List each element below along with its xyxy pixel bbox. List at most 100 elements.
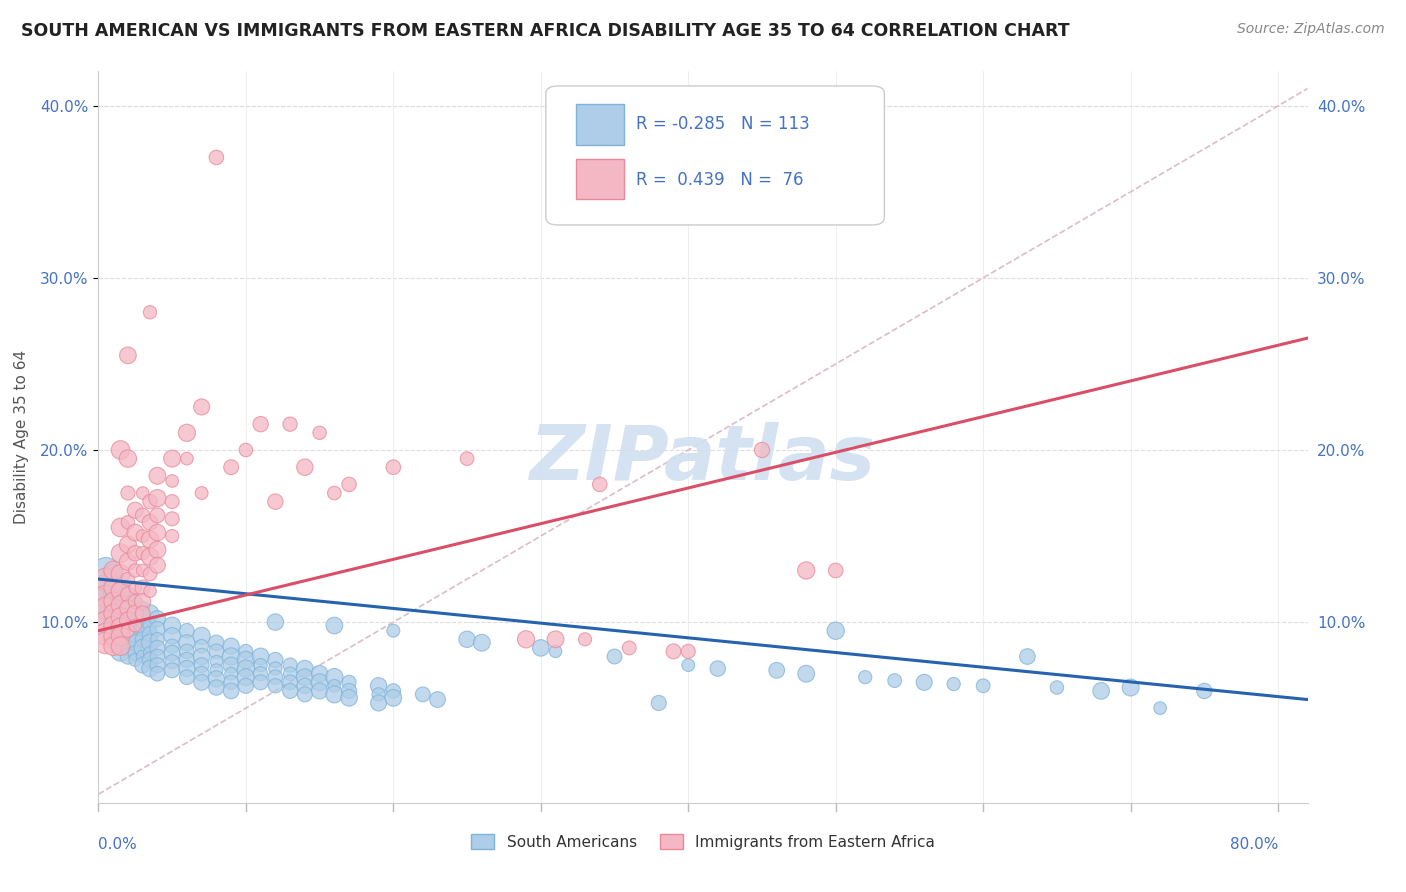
Point xyxy=(323,679,346,693)
Point xyxy=(367,687,389,701)
FancyBboxPatch shape xyxy=(576,159,624,200)
Point xyxy=(110,442,132,457)
Point xyxy=(1017,649,1039,664)
Point xyxy=(117,451,139,466)
Point xyxy=(124,503,146,517)
Point xyxy=(110,618,132,632)
Point xyxy=(264,662,287,676)
Point xyxy=(160,451,183,466)
Point xyxy=(294,460,316,475)
Point xyxy=(139,584,162,599)
Point xyxy=(176,425,198,440)
Point xyxy=(110,639,132,653)
Point xyxy=(146,649,169,664)
Point xyxy=(131,612,153,626)
Point xyxy=(278,666,301,681)
Point xyxy=(176,670,198,684)
Point xyxy=(110,598,132,612)
Point xyxy=(146,542,169,557)
Point xyxy=(794,564,817,578)
Point xyxy=(323,618,346,632)
Point xyxy=(110,644,132,658)
Point xyxy=(160,494,183,508)
Point xyxy=(235,653,257,667)
Point xyxy=(264,494,287,508)
Point xyxy=(131,601,153,615)
Point xyxy=(176,662,198,676)
Point xyxy=(110,566,132,581)
Y-axis label: Disability Age 35 to 64: Disability Age 35 to 64 xyxy=(14,350,30,524)
Point xyxy=(94,589,117,603)
Point xyxy=(205,150,228,164)
Point xyxy=(249,417,271,432)
Point xyxy=(124,646,146,660)
Point xyxy=(131,594,153,608)
Point xyxy=(94,607,117,621)
Point xyxy=(139,646,162,660)
Point xyxy=(131,649,153,664)
Point xyxy=(367,696,389,710)
Point xyxy=(101,607,124,621)
Point xyxy=(117,601,139,615)
Point xyxy=(124,627,146,641)
Point xyxy=(456,451,478,466)
Point xyxy=(101,566,124,581)
Point xyxy=(117,516,139,530)
Point xyxy=(190,675,212,690)
Point xyxy=(117,632,139,647)
Point xyxy=(1090,684,1112,698)
Point xyxy=(337,690,360,705)
Point xyxy=(219,649,242,664)
Legend: South Americans, Immigrants from Eastern Africa: South Americans, Immigrants from Eastern… xyxy=(464,826,942,857)
Point xyxy=(101,564,124,578)
Point xyxy=(278,658,301,673)
Point xyxy=(190,400,212,414)
Point xyxy=(117,348,139,362)
Point xyxy=(264,615,287,629)
Point xyxy=(146,640,169,655)
Point xyxy=(176,624,198,638)
Text: 0.0%: 0.0% xyxy=(98,838,138,852)
Point xyxy=(139,653,162,667)
Point xyxy=(117,624,139,638)
Point xyxy=(117,486,139,500)
Point xyxy=(1046,681,1069,695)
Point xyxy=(117,622,139,636)
Text: R =  0.439   N =  76: R = 0.439 N = 76 xyxy=(637,170,804,188)
Point xyxy=(219,666,242,681)
Point xyxy=(124,618,146,632)
Point xyxy=(131,581,153,595)
Point xyxy=(235,644,257,658)
Point xyxy=(323,687,346,701)
Point xyxy=(139,494,162,508)
Point xyxy=(139,566,162,581)
Point xyxy=(249,658,271,673)
Point xyxy=(853,670,876,684)
Point xyxy=(124,594,146,608)
Point xyxy=(530,640,553,655)
Point xyxy=(139,618,162,632)
Point xyxy=(456,632,478,647)
Point xyxy=(110,629,132,643)
Point xyxy=(117,555,139,569)
Point xyxy=(101,594,124,608)
Point xyxy=(117,649,139,664)
Point xyxy=(337,477,360,491)
Point xyxy=(160,629,183,643)
Point xyxy=(160,639,183,653)
Point xyxy=(131,529,153,543)
Point xyxy=(124,546,146,560)
Point xyxy=(110,610,132,624)
Point xyxy=(308,666,330,681)
Point xyxy=(101,581,124,595)
Point xyxy=(678,644,700,658)
Point xyxy=(619,640,641,655)
Point xyxy=(101,629,124,643)
Point xyxy=(124,636,146,650)
Point xyxy=(131,508,153,523)
Point xyxy=(101,632,124,647)
FancyBboxPatch shape xyxy=(546,86,884,225)
Point xyxy=(515,632,537,647)
Point xyxy=(117,613,139,627)
Point xyxy=(294,670,316,684)
